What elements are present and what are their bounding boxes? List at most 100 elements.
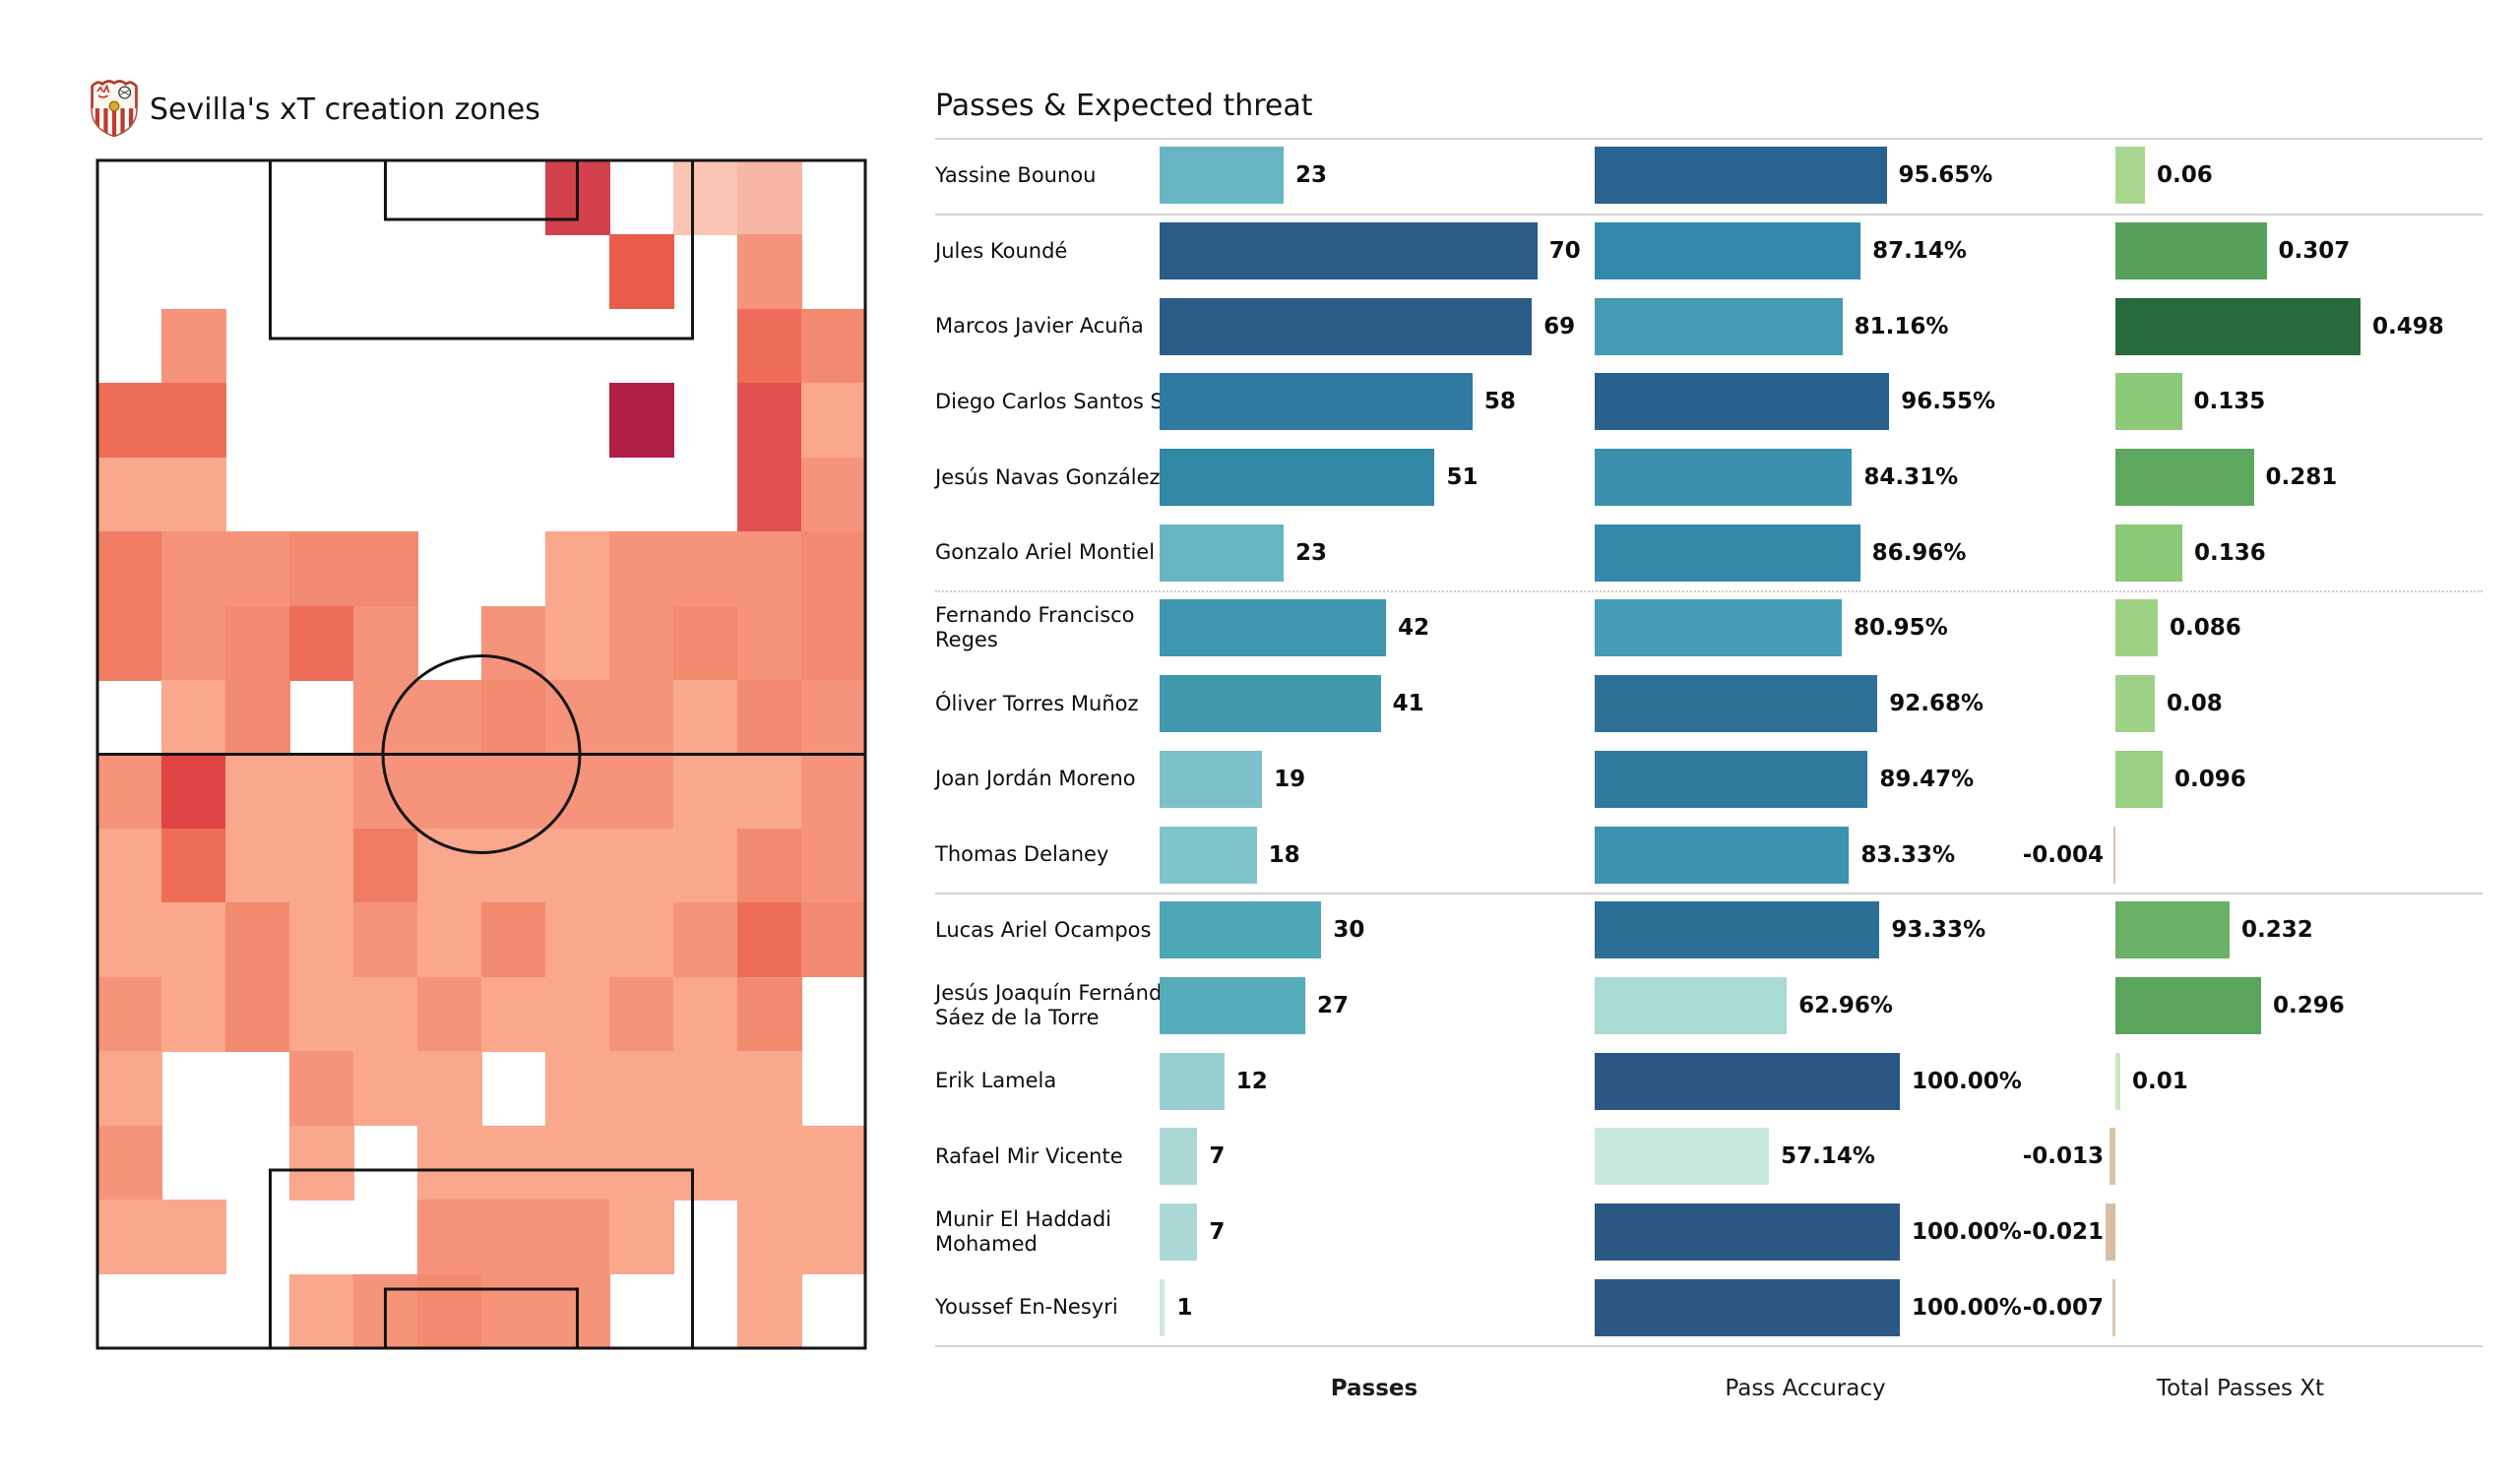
column-label-total-passes-xt: Total Passes Xt: [2156, 1376, 2325, 1401]
total-passes-xt-value: 0.281: [2265, 464, 2338, 491]
heat-zone-r13-c3: [289, 1125, 354, 1201]
pass-accuracy-value: 57.14%: [1781, 1143, 1875, 1170]
pass-accuracy-value: 96.55%: [1901, 389, 1996, 415]
player-name: Gonzalo Ariel Montiel: [935, 540, 1156, 565]
passes-value: 58: [1483, 389, 1516, 415]
pass-accuracy-value: 100.00%: [1912, 1294, 2022, 1321]
player-name: Erik Lamela: [935, 1069, 1057, 1093]
heat-zone-r6-c6: [481, 605, 546, 681]
row-separator: [935, 590, 2483, 593]
total-passes-xt-bar: [2113, 826, 2115, 884]
heat-zone-r7-c5: [417, 680, 482, 755]
passes-value: 41: [1392, 691, 1424, 717]
total-passes-xt-value: -0.004: [2022, 841, 2104, 868]
heat-zone-r11-c1: [161, 976, 226, 1052]
passes-value: 70: [1548, 238, 1581, 265]
total-passes-xt-bar: [2115, 976, 2261, 1034]
heat-zone-r11-c8: [609, 976, 674, 1052]
heat-zone-r1-c8: [609, 234, 674, 310]
heat-zone-r10-c7: [545, 902, 610, 978]
heat-zone-r6-c3: [289, 605, 354, 681]
player-name: Marcos Javier Acuña: [935, 314, 1144, 339]
heat-zone-r14-c8: [609, 1200, 674, 1275]
total-passes-xt-value: -0.013: [2022, 1143, 2104, 1170]
passes-bar: [1160, 1278, 1166, 1336]
pass-accuracy-bar: [1595, 297, 1843, 355]
player-name: Óliver Torres Muñoz: [935, 691, 1139, 715]
heat-zone-r11-c4: [353, 976, 418, 1052]
heat-zone-r6-c2: [225, 605, 290, 681]
pass-accuracy-bar: [1595, 1202, 1900, 1261]
pass-accuracy-bar: [1595, 147, 1887, 205]
pass-accuracy-bar: [1595, 675, 1878, 733]
heat-zone-r5-c2: [225, 531, 290, 607]
heat-zone-r8-c5: [417, 754, 482, 830]
row-separator: [935, 1345, 2483, 1347]
heat-zone-r7-c11: [801, 680, 865, 755]
passes-value: 23: [1295, 539, 1328, 566]
passes-bar: [1160, 675, 1381, 733]
pass-accuracy-bar: [1595, 1278, 1900, 1336]
passes-bar: [1160, 750, 1263, 808]
heat-zone-r8-c0: [97, 754, 162, 830]
heat-zone-r9-c0: [97, 828, 162, 903]
pass-accuracy-bar: [1595, 1052, 1900, 1110]
player-name: Jesús Joaquín Fernández Sáez de la Torre: [935, 980, 1186, 1029]
heat-zone-r15-c6: [481, 1273, 546, 1348]
heat-zone-r12-c4: [353, 1051, 418, 1127]
heat-zone-r11-c9: [673, 976, 738, 1052]
heat-zone-r6-c10: [737, 605, 802, 681]
heat-zone-r8-c9: [673, 754, 738, 830]
heat-zone-r12-c9: [673, 1051, 738, 1127]
pass-accuracy-value: 92.68%: [1889, 691, 1984, 717]
heat-zone-r3-c8: [609, 383, 674, 459]
player-name: Jesús Navas González: [935, 464, 1161, 489]
column-label-pass-accuracy: Pass Accuracy: [1725, 1376, 1886, 1401]
total-passes-xt-value: 0.498: [2372, 313, 2444, 339]
total-passes-xt-bar: [2115, 222, 2267, 280]
pass-accuracy-value: 89.47%: [1879, 766, 1975, 792]
heat-zone-r14-c10: [737, 1200, 802, 1275]
heat-zone-r13-c0: [97, 1125, 162, 1201]
heat-zone-r6-c0: [97, 605, 162, 681]
heat-zone-r10-c0: [97, 902, 162, 978]
heat-zone-r13-c7: [545, 1125, 610, 1201]
total-passes-xt-value: 0.232: [2241, 917, 2313, 944]
pass-accuracy-bar: [1595, 524, 1860, 582]
heat-zone-r7-c10: [737, 680, 802, 755]
heat-zone-r5-c3: [289, 531, 354, 607]
heat-zone-r2-c10: [737, 308, 802, 384]
total-passes-xt-value: 0.136: [2194, 539, 2266, 566]
total-passes-xt-value: 0.096: [2174, 766, 2246, 792]
passes-value: 7: [1209, 1143, 1226, 1170]
heat-zone-r12-c3: [289, 1051, 354, 1127]
row-separator: [935, 213, 2483, 216]
player-name: Thomas Delaney: [935, 842, 1109, 867]
passes-bar: [1160, 1202, 1198, 1261]
heat-zone-r10-c2: [225, 902, 290, 978]
heat-zone-r8-c10: [737, 754, 802, 830]
heat-zone-r9-c10: [737, 828, 802, 903]
passes-bar: [1160, 901, 1322, 959]
heat-zone-r6-c8: [609, 605, 674, 681]
heat-zone-r0-c9: [673, 160, 738, 235]
heat-zone-r13-c11: [801, 1125, 865, 1201]
heat-zone-r15-c5: [417, 1273, 482, 1348]
heat-zone-r9-c9: [673, 828, 738, 903]
column-label-passes: Passes: [1330, 1376, 1418, 1401]
passes-value: 23: [1295, 162, 1328, 189]
heat-zone-r3-c10: [737, 383, 802, 459]
passes-bar: [1160, 976, 1305, 1034]
heat-zone-r3-c0: [97, 383, 162, 459]
pitch-heatmap: [95, 158, 867, 1350]
player-name: Munir El Haddadi Mohamed: [935, 1206, 1112, 1256]
pass-accuracy-value: 62.96%: [1798, 992, 1893, 1018]
heat-zone-r11-c2: [225, 976, 290, 1052]
heat-zone-r4-c1: [161, 457, 226, 532]
heat-zone-r12-c0: [97, 1051, 162, 1127]
total-passes-xt-value: -0.021: [2022, 1218, 2104, 1245]
player-name: Lucas Ariel Ocampos: [935, 917, 1152, 942]
heat-zone-r7-c2: [225, 680, 290, 755]
player-name: Rafael Mir Vicente: [935, 1143, 1123, 1168]
heat-zone-r6-c11: [801, 605, 865, 681]
